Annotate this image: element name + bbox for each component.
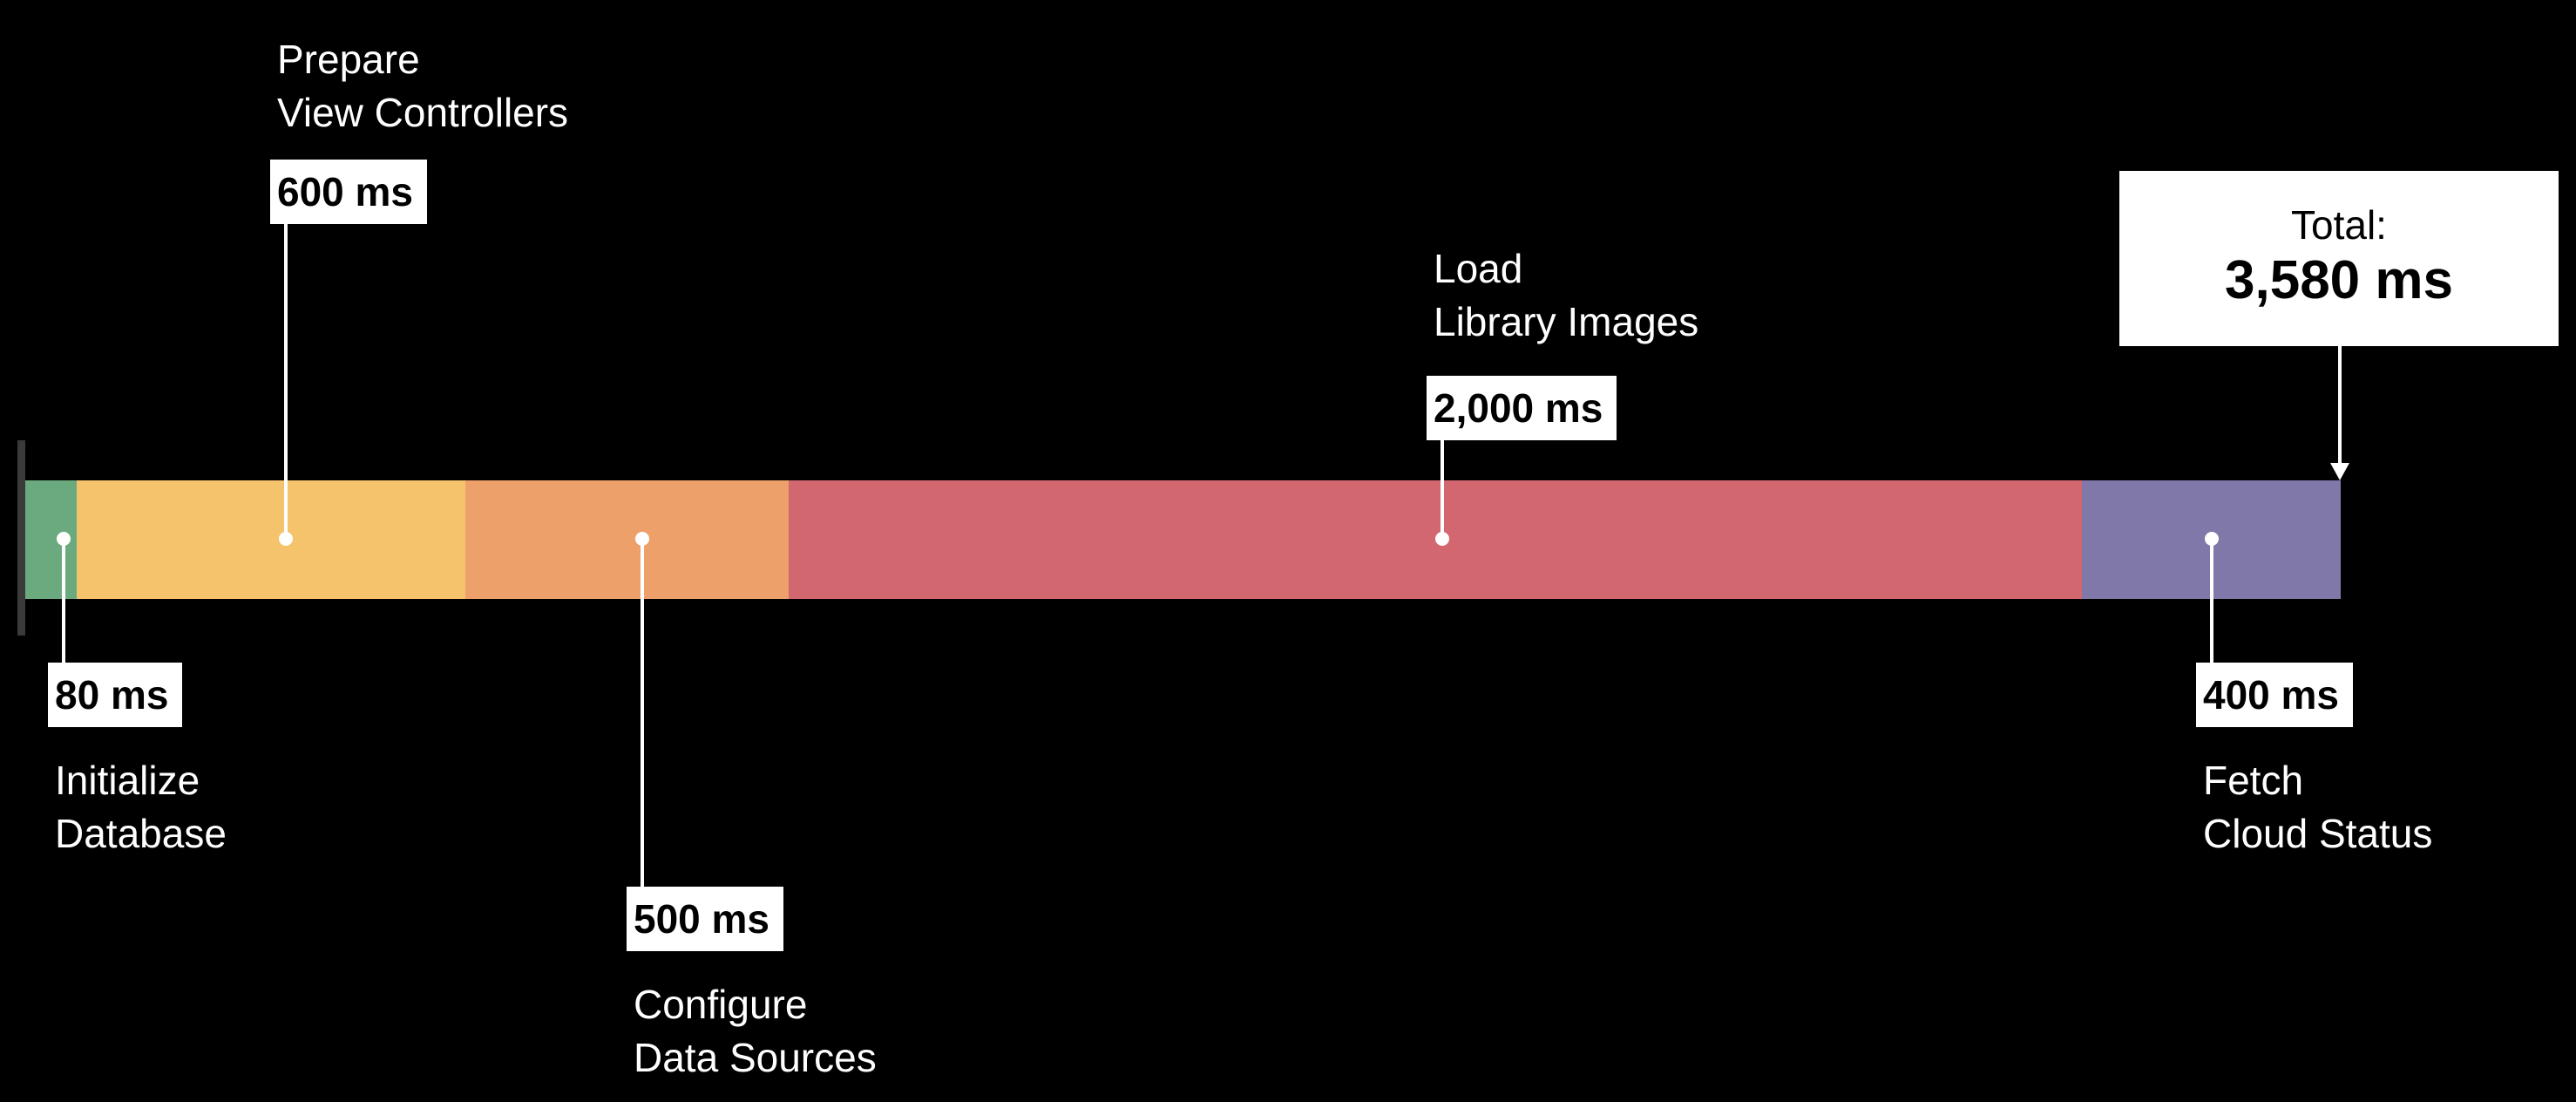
segment-label-4-line-2: Library Images [1434,299,1699,344]
bar-segment-4 [788,480,2083,599]
segment-label-3-line-1: Configure [634,982,808,1027]
segment-label-3-line-2: Data Sources [634,1035,877,1080]
leader-dot-1 [57,532,71,546]
segment-label-2: Prepare View Controllers [277,33,568,139]
total-label: Total: [2291,202,2387,248]
segment-label-2-line-1: Prepare [277,37,420,82]
leader-line-2 [284,224,288,539]
total-arrow-line [2338,346,2342,463]
total-value: 3,580 ms [2225,250,2453,310]
value-label-3: 500 ms [627,887,784,951]
leader-dot-5 [2205,532,2219,546]
bar-segment-3 [464,480,789,599]
segment-label-1: Initialize Database [55,754,227,861]
leader-line-1 [62,539,65,663]
segment-label-1-line-2: Database [55,811,227,856]
timeline-origin-marker [17,440,25,636]
segment-label-3: Configure Data Sources [634,978,877,1085]
segment-label-2-line-2: View Controllers [277,90,569,135]
segment-label-4-line-1: Load [1434,246,1523,291]
segment-label-5-line-1: Fetch [2203,758,2304,803]
bar-segment-2 [77,480,465,599]
total-box: Total: 3,580 ms [2119,171,2559,346]
value-label-4: 2,000 ms [1427,376,1617,440]
segment-label-5: Fetch Cloud Status [2203,754,2432,861]
leader-line-3 [641,539,644,887]
segment-label-5-line-2: Cloud Status [2203,811,2433,856]
leader-dot-3 [635,532,649,546]
leader-dot-2 [279,532,293,546]
segment-label-4: Load Library Images [1434,242,1698,349]
value-label-5: 400 ms [2196,663,2354,727]
value-label-2: 600 ms [270,160,428,224]
value-label-1: 80 ms [48,663,183,727]
segment-label-1-line-1: Initialize [55,758,200,803]
leader-line-5 [2210,539,2213,663]
leader-line-4 [1441,440,1444,539]
total-arrow-head [2330,463,2349,480]
leader-dot-4 [1435,532,1449,546]
